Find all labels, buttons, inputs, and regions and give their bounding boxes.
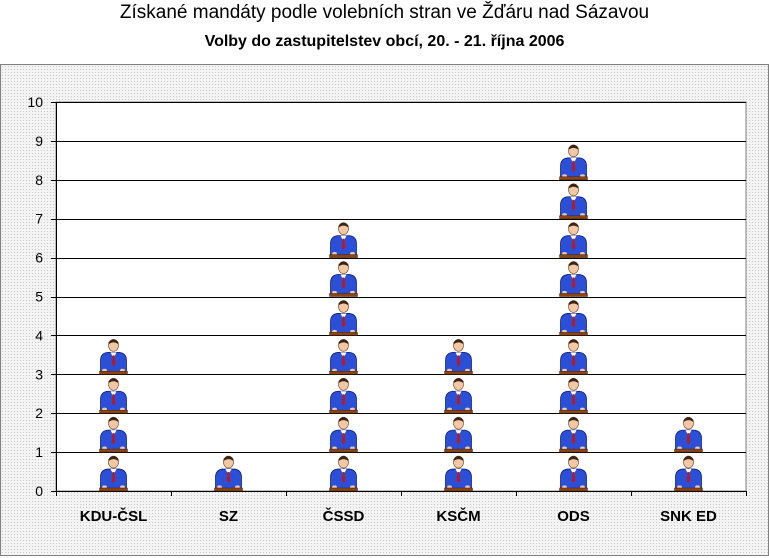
x-category-label: ČSSD [323,507,365,525]
y-tick-labels: 0 1 2 3 4 5 6 7 8 9 10 [27,94,43,499]
x-category-label: ODS [557,508,590,525]
chart-subtitle: Volby do zastupitelstev obcí, 20. - 21. … [204,33,565,50]
y-tick-label: 1 [35,444,43,460]
x-category-labels: KDU-ČSL SZ ČSSD KSČM ODS SNK ED [80,507,717,525]
chart-title: Získané mandáty podle volebních stran ve… [119,2,650,23]
y-tick-label: 5 [35,289,43,305]
x-category-label: SNK ED [660,508,717,525]
y-tick-label: 9 [35,133,43,149]
x-category-label: SZ [219,508,238,525]
chart-svg: 0 1 2 3 4 5 6 7 8 9 10 KDU-ČSL SZ ČSSD KSČM ODS SNK ED [27,94,747,525]
y-tick-label: 8 [35,172,43,188]
y-tick-label: 4 [35,327,43,343]
y-tick-label: 3 [35,366,43,382]
y-tick-label: 2 [35,405,43,421]
grid-layer [51,101,747,496]
x-category-label: KSČM [436,507,480,525]
y-tick-label: 10 [27,94,43,110]
x-category-label: KDU-ČSL [80,507,148,525]
plot-area [55,101,747,492]
chart-area: 0 1 2 3 4 5 6 7 8 9 10 KDU-ČSL SZ ČSSD KSČM ODS SNK ED [0,64,769,556]
y-tick-label: 6 [35,250,43,266]
y-tick-label: 0 [35,483,43,499]
y-tick-label: 7 [35,211,43,227]
